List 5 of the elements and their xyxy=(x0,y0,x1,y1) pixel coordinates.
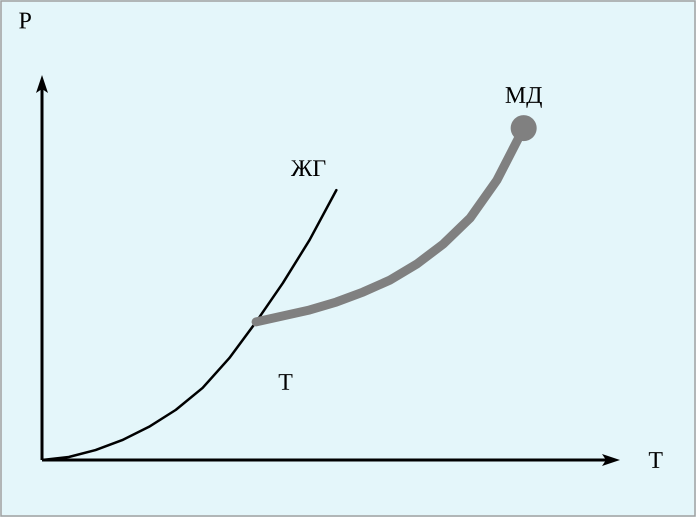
y-axis-title: P xyxy=(19,12,31,28)
x-axis-title: T xyxy=(648,452,663,468)
series-label: ЖГ xyxy=(290,160,326,176)
series-label: МД xyxy=(506,87,542,108)
annotation: Т xyxy=(278,374,292,390)
